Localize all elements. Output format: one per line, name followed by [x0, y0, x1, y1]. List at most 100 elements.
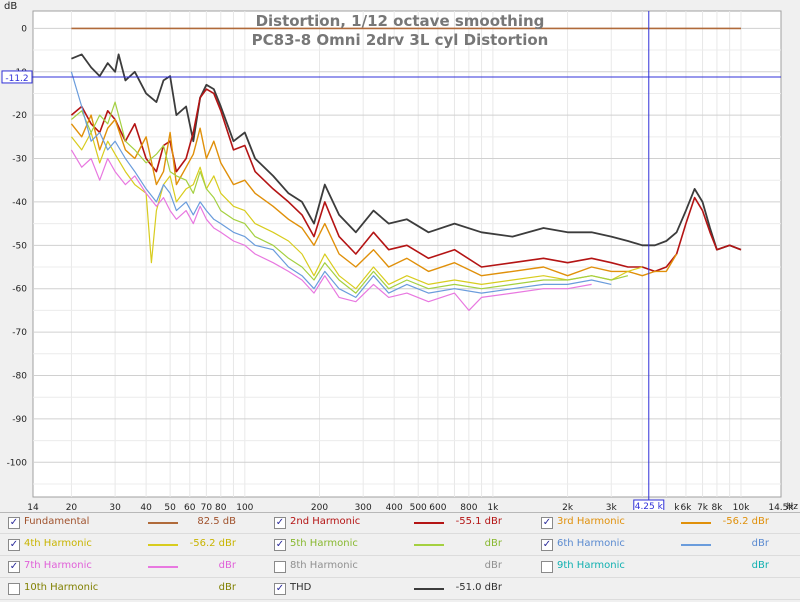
y-tick-label: -40 [12, 198, 27, 208]
legend-entry-4th-harmonic[interactable]: ✓ 4th Harmonic -56.2 dBr [0, 535, 268, 555]
legend-label: 10th Harmonic [24, 582, 99, 593]
x-tick-label: k [674, 503, 680, 510]
x-axis-unit: Hz [787, 502, 799, 510]
x-tick-label: 10k [733, 503, 750, 510]
legend-label: 5th Harmonic [290, 538, 358, 549]
legend-entry-thd[interactable]: ✓ THD -51.0 dBr [266, 579, 534, 599]
legend-entry-8th-harmonic[interactable]: 8th Harmonic dBr [266, 557, 534, 577]
series-line-4th-harmonic [70, 131, 643, 290]
legend-entry-6th-harmonic[interactable]: ✓ 6th Harmonic dBr [533, 535, 800, 555]
legend-value: -55.1 dBr [455, 516, 502, 527]
y-tick-label: -30 [12, 155, 27, 165]
legend-panel: ✓ Fundamental 82.5 dB ✓ 2nd Harmonic -55.1 dB… [0, 512, 800, 602]
legend-checkbox-5th-harmonic[interactable]: ✓ [274, 539, 286, 551]
legend-entry-10th-harmonic[interactable]: 10th Harmonic dBr [0, 579, 268, 599]
x-tick-label: 70 [201, 503, 213, 510]
legend-line-swatch [681, 522, 711, 524]
legend-label: THD [290, 582, 312, 593]
legend-label: 6th Harmonic [557, 538, 625, 549]
x-tick-label: 60 [184, 503, 196, 510]
axis-ticks: 0-10-20-30-40-50-60-70-80-90-10014203040… [7, 24, 795, 510]
chart-title: Distortion, 1/12 octave smoothing [256, 12, 545, 30]
legend-value: 82.5 dB [197, 516, 236, 527]
x-tick-label: 100 [236, 503, 253, 510]
legend-value: dBr [751, 538, 769, 549]
legend-label: 4th Harmonic [24, 538, 92, 549]
legend-row: ✓ Fundamental 82.5 dB ✓ 2nd Harmonic -55.1 dB… [0, 513, 800, 534]
cursor[interactable]: -11.2 4.25 k [1, 11, 781, 510]
x-tick-label: 1k [487, 503, 499, 510]
x-tick-label: 40 [140, 503, 152, 510]
legend-checkbox-2nd-harmonic[interactable]: ✓ [274, 517, 286, 529]
cursor-y-readout-box [1, 70, 33, 84]
x-tick-label: 3k [606, 503, 618, 510]
distortion-chart[interactable]: 0-10-20-30-40-50-60-70-80-90-10014203040… [0, 0, 800, 510]
x-tick-label: 200 [311, 503, 328, 510]
legend-entry-9th-harmonic[interactable]: 9th Harmonic dBr [533, 557, 800, 577]
legend-line-swatch [148, 566, 178, 568]
legend-label: 3rd Harmonic [557, 516, 625, 527]
legend-label: 9th Harmonic [557, 560, 625, 571]
legend-line-swatch [414, 544, 444, 546]
legend-checkbox-fundamental[interactable]: ✓ [8, 517, 20, 529]
legend-value: dBr [218, 582, 236, 593]
x-tick-label: 80 [215, 503, 227, 510]
legend-line-swatch [414, 588, 444, 590]
x-tick-label: 30 [109, 503, 121, 510]
legend-checkbox-6th-harmonic[interactable]: ✓ [541, 539, 553, 551]
legend-row: ✓ 4th Harmonic -56.2 dBr ✓ 5th Harmonic dBr ✓ 6… [0, 535, 800, 556]
legend-value: -56.2 dBr [722, 516, 769, 527]
legend-checkbox-4th-harmonic[interactable]: ✓ [8, 539, 20, 551]
legend-checkbox-thd[interactable]: ✓ [274, 583, 286, 595]
legend-value: -51.0 dBr [455, 582, 502, 593]
legend-checkbox-8th-harmonic[interactable] [274, 561, 286, 573]
legend-entry-7th-harmonic[interactable]: ✓ 7th Harmonic dBr [0, 557, 268, 577]
legend-checkbox-3rd-harmonic[interactable]: ✓ [541, 517, 553, 529]
series-line-2nd-harmonic [70, 88, 742, 273]
legend-entry-3rd-harmonic[interactable]: ✓ 3rd Harmonic -56.2 dBr [533, 513, 800, 533]
x-tick-label: 14 [27, 503, 39, 510]
x-tick-label: 50 [164, 503, 176, 510]
legend-entry-fundamental[interactable]: ✓ Fundamental 82.5 dB [0, 513, 268, 533]
legend-label: 2nd Harmonic [290, 516, 361, 527]
legend-value: dBr [484, 560, 502, 571]
series-line-6th-harmonic [70, 71, 612, 298]
legend-label: 7th Harmonic [24, 560, 92, 571]
x-tick-label: 600 [429, 503, 446, 510]
y-tick-label: 0 [21, 24, 27, 34]
legend-checkbox-9th-harmonic[interactable] [541, 561, 553, 573]
x-tick-label: 500 [410, 503, 427, 510]
legend-line-swatch [681, 544, 711, 546]
legend-value: -56.2 dBr [189, 538, 236, 549]
plot-area[interactable] [32, 10, 782, 498]
legend-line-swatch [414, 522, 444, 524]
y-tick-label: -90 [12, 415, 27, 425]
series-line-thd [71, 53, 742, 251]
x-tick-label: 14.5k [768, 503, 794, 510]
x-tick-label: 400 [386, 503, 403, 510]
legend-row: 10th Harmonic dBr ✓ THD -51.0 dBr [0, 579, 800, 600]
y-tick-label: -60 [12, 285, 27, 295]
x-tick-label: 300 [355, 503, 372, 510]
cursor-x-readout: 4.25 k [635, 502, 664, 510]
x-tick-label: 800 [460, 503, 477, 510]
legend-value: dBr [751, 560, 769, 571]
y-tick-label: -100 [7, 458, 28, 468]
legend-label: Fundamental [24, 516, 90, 527]
series-line-5th-harmonic [71, 101, 629, 294]
legend-value: dBr [218, 560, 236, 571]
legend-entry-2nd-harmonic[interactable]: ✓ 2nd Harmonic -55.1 dBr [266, 513, 534, 533]
legend-checkbox-10th-harmonic[interactable] [8, 583, 20, 595]
y-axis-label: dB [4, 1, 17, 12]
cursor-x-readout-box [633, 499, 665, 510]
legend-entry-5th-harmonic[interactable]: ✓ 5th Harmonic dBr [266, 535, 534, 555]
y-tick-label: -50 [12, 241, 27, 251]
y-tick-label: -20 [12, 111, 27, 121]
legend-label: 8th Harmonic [290, 560, 358, 571]
legend-checkbox-7th-harmonic[interactable]: ✓ [8, 561, 20, 573]
y-tick-label: -80 [12, 372, 27, 382]
x-tick-label: 6k [680, 503, 692, 510]
series-line-7th-harmonic [70, 149, 592, 311]
cursor-y-readout: -11.2 [5, 74, 28, 84]
x-tick-label: 7k [697, 503, 709, 510]
